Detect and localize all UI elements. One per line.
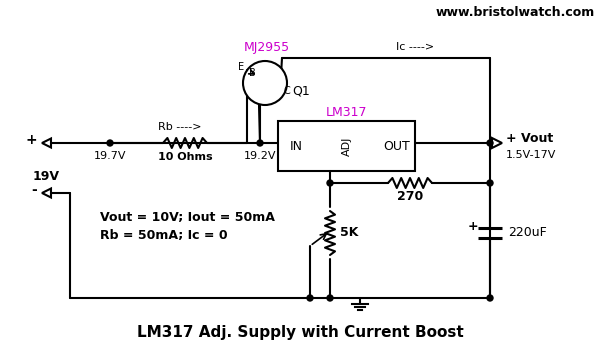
Text: +: + bbox=[25, 133, 37, 147]
Text: Rb = 50mA; Ic = 0: Rb = 50mA; Ic = 0 bbox=[100, 228, 227, 241]
Text: MJ2955: MJ2955 bbox=[244, 41, 290, 54]
Text: Vout = 10V; Iout = 50mA: Vout = 10V; Iout = 50mA bbox=[100, 211, 275, 225]
Text: 220uF: 220uF bbox=[508, 227, 547, 239]
Circle shape bbox=[487, 180, 493, 186]
Text: E: E bbox=[238, 62, 244, 72]
Text: 1.5V-17V: 1.5V-17V bbox=[506, 150, 556, 160]
Circle shape bbox=[327, 295, 333, 301]
Text: 19.2V: 19.2V bbox=[244, 151, 276, 161]
Text: Q1: Q1 bbox=[292, 84, 310, 97]
Text: 270: 270 bbox=[397, 190, 423, 203]
Text: 10 Ohms: 10 Ohms bbox=[158, 152, 212, 162]
Text: Rb ---->: Rb ----> bbox=[158, 122, 202, 132]
Circle shape bbox=[107, 140, 113, 146]
Text: C: C bbox=[284, 86, 291, 96]
Circle shape bbox=[243, 61, 287, 105]
Text: 5K: 5K bbox=[340, 227, 358, 239]
Circle shape bbox=[487, 295, 493, 301]
Circle shape bbox=[327, 180, 333, 186]
Text: 19.7V: 19.7V bbox=[94, 151, 126, 161]
Text: IN: IN bbox=[290, 139, 302, 152]
Text: +: + bbox=[467, 220, 478, 233]
Circle shape bbox=[487, 140, 493, 146]
Text: www.bristolwatch.com: www.bristolwatch.com bbox=[436, 6, 595, 19]
Text: 19V: 19V bbox=[32, 169, 59, 183]
Text: Ic ---->: Ic ----> bbox=[396, 42, 434, 52]
Text: B: B bbox=[249, 68, 256, 78]
Text: + Vout: + Vout bbox=[506, 132, 553, 145]
Text: ADJ: ADJ bbox=[341, 136, 352, 156]
Text: LM317: LM317 bbox=[326, 107, 367, 120]
Circle shape bbox=[257, 140, 263, 146]
Text: LM317 Adj. Supply with Current Boost: LM317 Adj. Supply with Current Boost bbox=[137, 325, 463, 341]
Circle shape bbox=[307, 295, 313, 301]
Text: OUT: OUT bbox=[383, 139, 410, 152]
Bar bbox=[278, 121, 415, 171]
Text: -: - bbox=[31, 183, 37, 197]
